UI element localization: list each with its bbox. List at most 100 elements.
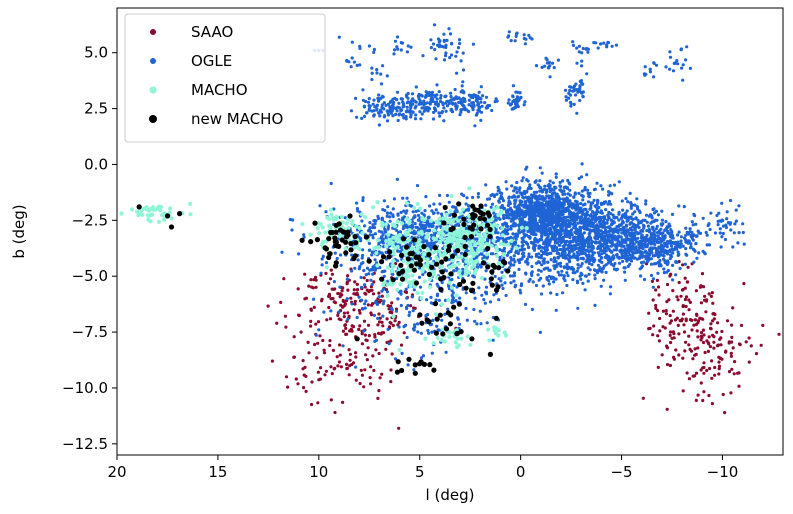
data-point xyxy=(401,100,405,104)
data-point xyxy=(711,312,715,316)
data-point xyxy=(540,188,545,192)
data-point xyxy=(570,216,574,220)
data-point xyxy=(645,233,649,238)
data-point xyxy=(303,272,307,276)
data-point xyxy=(119,211,124,216)
data-point xyxy=(660,209,664,213)
data-point xyxy=(571,40,575,44)
data-point xyxy=(677,353,681,357)
data-point xyxy=(436,328,440,332)
data-point xyxy=(362,268,366,273)
data-point xyxy=(548,190,552,194)
data-point xyxy=(512,217,516,221)
data-point xyxy=(586,188,590,192)
data-point xyxy=(618,228,622,232)
data-point xyxy=(717,367,721,371)
data-point xyxy=(413,214,417,218)
data-point xyxy=(656,365,660,369)
data-point xyxy=(361,198,365,203)
data-point xyxy=(727,341,731,345)
data-point xyxy=(620,238,624,242)
data-point xyxy=(406,44,410,48)
data-point xyxy=(679,47,684,51)
data-point xyxy=(338,292,342,296)
data-point xyxy=(409,113,413,117)
data-point xyxy=(611,242,615,246)
data-point xyxy=(554,196,558,200)
data-point xyxy=(523,100,527,104)
data-point xyxy=(559,236,563,241)
data-point xyxy=(373,225,377,230)
data-point xyxy=(477,286,481,290)
data-point xyxy=(565,271,569,275)
data-point xyxy=(513,235,517,239)
data-point xyxy=(696,346,700,350)
data-point xyxy=(629,206,633,210)
data-point xyxy=(435,294,439,298)
data-point xyxy=(645,257,649,261)
data-point xyxy=(323,230,328,235)
data-point xyxy=(533,236,537,241)
data-point xyxy=(707,342,711,346)
data-point xyxy=(345,277,349,281)
data-point xyxy=(725,319,730,323)
data-point xyxy=(687,377,692,381)
data-point xyxy=(550,246,555,250)
data-point xyxy=(645,229,649,233)
data-point xyxy=(365,278,369,283)
data-point xyxy=(677,230,681,234)
data-point xyxy=(628,234,633,238)
data-point xyxy=(360,332,364,336)
data-point xyxy=(581,90,585,94)
data-point xyxy=(329,268,333,272)
data-point xyxy=(369,229,373,234)
data-point xyxy=(357,327,361,331)
data-point xyxy=(430,209,434,213)
data-point xyxy=(503,221,507,225)
data-point xyxy=(712,340,716,344)
data-point xyxy=(707,393,711,398)
data-point xyxy=(654,306,658,310)
data-point xyxy=(625,259,629,263)
data-point xyxy=(665,407,669,411)
data-point xyxy=(420,267,426,272)
data-point xyxy=(551,237,555,241)
data-point xyxy=(694,398,698,402)
data-point xyxy=(310,380,314,384)
data-point xyxy=(313,342,317,347)
data-point xyxy=(551,197,555,201)
data-point xyxy=(509,39,513,43)
data-point xyxy=(575,250,579,254)
data-point xyxy=(553,244,557,248)
data-point xyxy=(544,230,548,234)
data-point xyxy=(531,280,535,284)
data-point xyxy=(575,281,580,285)
data-point xyxy=(653,242,657,246)
data-point xyxy=(620,214,625,218)
data-point xyxy=(380,294,384,298)
data-point xyxy=(496,236,500,240)
data-point xyxy=(350,56,354,60)
data-point xyxy=(663,241,667,245)
data-point xyxy=(361,88,365,92)
data-point xyxy=(665,225,669,229)
data-point xyxy=(668,363,673,368)
data-point xyxy=(328,343,332,348)
data-point xyxy=(555,264,559,268)
data-point xyxy=(628,191,632,195)
data-point xyxy=(720,235,724,239)
data-point xyxy=(641,247,645,251)
data-point xyxy=(421,252,426,257)
data-point xyxy=(529,219,533,223)
data-point xyxy=(514,187,518,191)
data-point xyxy=(368,248,372,252)
data-point xyxy=(377,291,381,295)
data-point xyxy=(684,240,688,244)
data-point xyxy=(460,192,464,196)
data-point xyxy=(333,251,337,255)
data-point xyxy=(371,354,375,358)
data-point xyxy=(538,218,542,222)
data-point xyxy=(688,227,692,231)
data-point xyxy=(651,227,655,231)
data-point xyxy=(454,107,458,111)
